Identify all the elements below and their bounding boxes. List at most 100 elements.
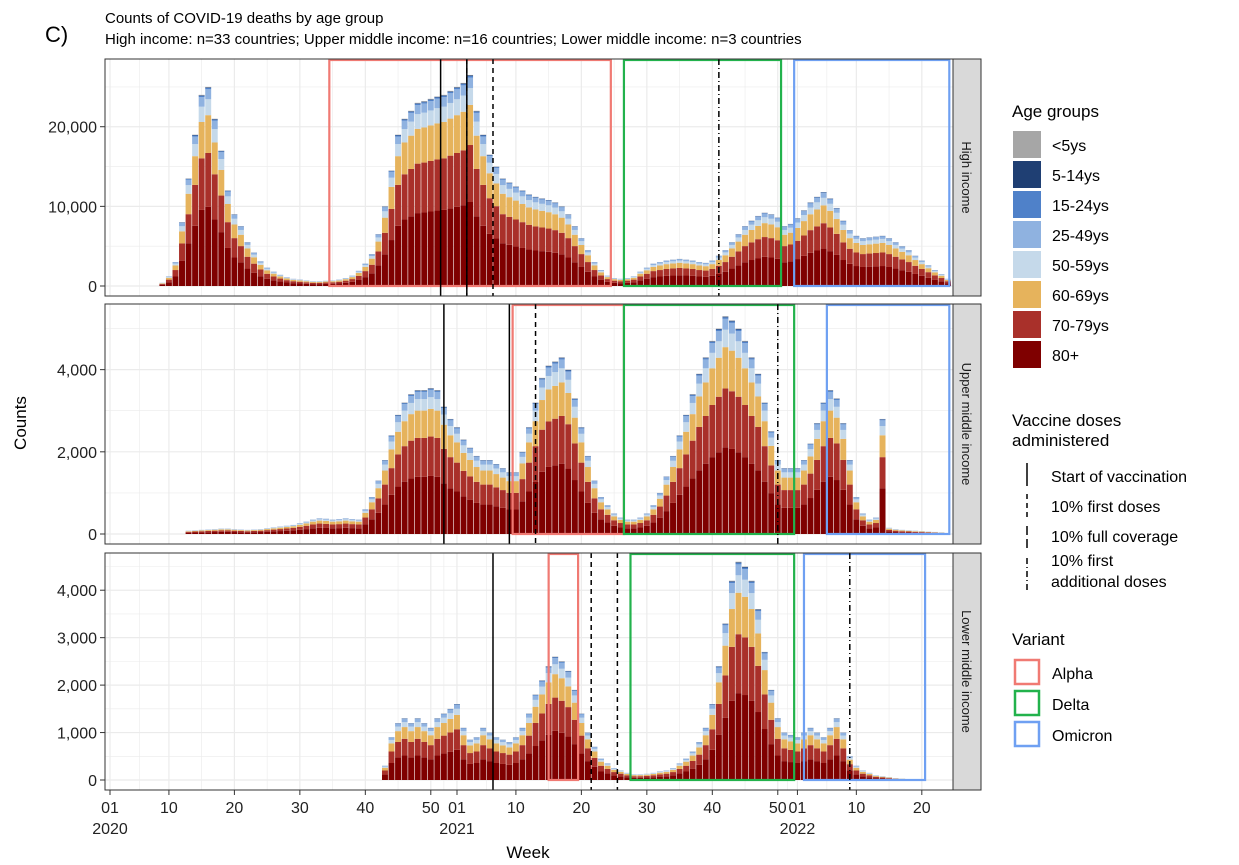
bar-segment (794, 763, 801, 780)
bar-segment (565, 257, 572, 286)
bar-segment (545, 228, 552, 252)
bar-segment (552, 418, 559, 466)
bar-segment (663, 260, 670, 263)
bar-segment (414, 213, 421, 286)
bar-segment (512, 192, 519, 201)
bar-segment (545, 365, 552, 367)
bar-segment (905, 530, 912, 532)
bar-segment (859, 513, 866, 515)
bar-segment (427, 731, 434, 736)
y-axis-title: Counts (11, 396, 30, 450)
bar-segment (493, 173, 500, 184)
bar-segment (787, 477, 794, 491)
bar-segment (277, 531, 284, 534)
bar-segment (401, 120, 408, 130)
bar-segment (375, 488, 382, 499)
bar-segment (800, 464, 807, 471)
bar-segment (454, 89, 460, 100)
bar-segment (480, 460, 487, 461)
bar-segment (336, 283, 343, 286)
bar-segment (604, 507, 611, 510)
bar-segment (493, 167, 500, 168)
bar-segment (296, 283, 303, 286)
bar-segment (827, 745, 834, 760)
bar-segment (375, 251, 382, 266)
bar-segment (545, 251, 552, 286)
bar-segment (912, 273, 919, 286)
bar-segment (480, 460, 487, 465)
bar-segment (702, 415, 709, 464)
bar-segment (866, 520, 873, 522)
bar-segment (630, 777, 637, 780)
legend: Age groups <5ys5-14ys15-24ys25-49ys50-59… (1012, 102, 1187, 748)
bar-segment (362, 524, 369, 534)
bar-segment (846, 230, 853, 234)
bar-segment (748, 358, 755, 360)
bar-segment (480, 225, 487, 286)
bar-segment (381, 217, 388, 233)
bar-segment (755, 610, 762, 612)
bar-segment (840, 459, 847, 490)
bar-segment (480, 759, 487, 780)
bar-segment (179, 231, 185, 244)
bar-segment (643, 513, 650, 515)
bar-segment (892, 244, 899, 249)
bar-segment (715, 273, 722, 286)
bar-segment (735, 592, 742, 635)
bar-segment (866, 253, 873, 267)
bar-segment (565, 672, 572, 678)
bar-segment (375, 483, 382, 489)
bar-segment (434, 108, 441, 124)
bar-segment (526, 249, 532, 286)
bar-segment (781, 472, 788, 478)
bar-segment (689, 402, 696, 415)
y-tick-label: 10,000 (48, 199, 97, 216)
bar-segment (552, 207, 559, 215)
bar-segment (859, 244, 866, 255)
bar-segment (735, 241, 742, 252)
bar-segment (624, 773, 631, 776)
bar-segment (578, 238, 585, 242)
bar-segment (486, 748, 493, 762)
bar-segment (755, 633, 762, 666)
bar-segment (179, 226, 185, 232)
bar-segment (761, 237, 768, 257)
bar-segment (388, 441, 395, 450)
bar-segment (787, 232, 794, 245)
bar-segment (486, 733, 493, 736)
bar-segment (624, 524, 631, 529)
bar-segment (473, 502, 480, 534)
bar-segment (381, 254, 388, 286)
bar-segment (283, 526, 290, 529)
variant-legend-label: Delta (1052, 697, 1089, 714)
bar-segment (421, 410, 428, 438)
bar-segment (840, 735, 847, 740)
bar-segment (532, 695, 539, 700)
bars (381, 561, 925, 780)
variant-legend-label: Alpha (1052, 666, 1093, 683)
bar-segment (840, 438, 847, 460)
bar-segment (283, 528, 290, 531)
bar-segment (454, 115, 460, 153)
x-tick-label: 01 (101, 800, 119, 817)
bar-segment (571, 695, 578, 703)
bar-segment (401, 119, 408, 120)
x-tick-label: 20 (913, 800, 931, 817)
bar-segment (722, 255, 729, 263)
bar-segment (742, 404, 749, 458)
bar-segment (696, 744, 703, 748)
bar-segment (480, 136, 487, 145)
bar-segment (565, 214, 572, 216)
bar-segment (545, 366, 552, 368)
bar-segment (283, 280, 290, 283)
bar-segment (748, 415, 755, 464)
bar-segment (742, 567, 749, 570)
bar-segment (807, 456, 814, 474)
bar-segment (309, 524, 316, 529)
bar-segment (539, 686, 546, 695)
bar-segment (388, 436, 395, 442)
bar-segment (545, 200, 552, 202)
bar-segment (486, 162, 493, 174)
bar-segment (722, 717, 729, 780)
